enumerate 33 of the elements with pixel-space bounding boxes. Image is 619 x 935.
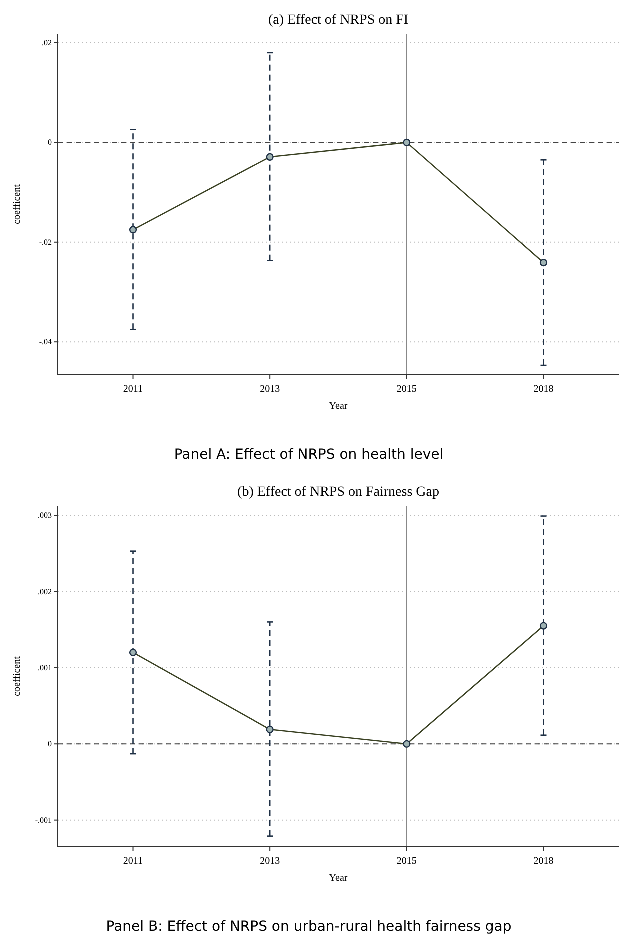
- y-tick-label: .001: [38, 663, 52, 672]
- y-tick-label: 0: [48, 138, 52, 148]
- point: [129, 648, 138, 656]
- y-tick-label: -.04: [39, 338, 52, 347]
- point: [266, 153, 274, 161]
- y-tick-label: .02: [42, 38, 52, 48]
- point: [266, 726, 274, 734]
- text: Panel A: Effect of NRPS on health level: [174, 447, 444, 463]
- y-tick-label: .003: [38, 511, 52, 520]
- x-axis-title: Year: [329, 401, 348, 412]
- x-tick-label: 2011: [123, 856, 144, 867]
- x-tick-label: 2011: [123, 384, 144, 395]
- y-axis-title: coefficent: [12, 184, 23, 224]
- x-tick-label: 2018: [534, 856, 554, 867]
- y-tick-label: -.02: [39, 238, 52, 247]
- point: [540, 622, 548, 630]
- chart-title: (a) Effect of NRPS on FI: [268, 13, 409, 28]
- point: [540, 259, 548, 267]
- point: [403, 138, 411, 146]
- chart-title: (b) Effect of NRPS on Fairness Gap: [238, 485, 440, 500]
- point: [403, 740, 411, 748]
- x-tick-label: 2015: [396, 384, 417, 395]
- point: [129, 226, 138, 234]
- x-tick-label: 2013: [260, 384, 280, 395]
- x-tick-label: 2018: [534, 384, 554, 395]
- text: Panel B: Effect of NRPS on urban-rural health fairness gap: [106, 919, 512, 935]
- y-axis-title: coefficent: [12, 656, 23, 696]
- x-axis-title: Year: [329, 873, 348, 884]
- y-tick-label: .002: [38, 587, 52, 596]
- x-tick-label: 2015: [396, 856, 417, 867]
- y-tick-label: -.001: [35, 816, 52, 825]
- x-tick-label: 2013: [260, 856, 280, 867]
- y-tick-label: 0: [48, 740, 52, 749]
